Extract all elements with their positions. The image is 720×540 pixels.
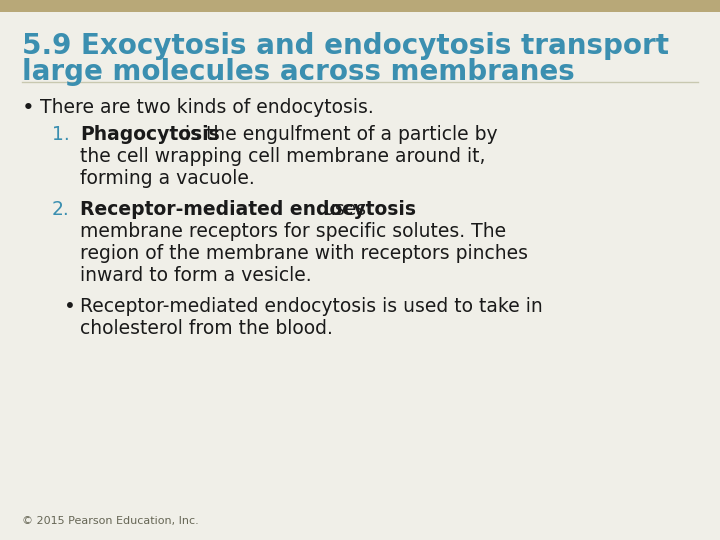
Text: large molecules across membranes: large molecules across membranes	[22, 58, 575, 86]
Text: uses: uses	[323, 200, 366, 219]
Text: Phagocytosis: Phagocytosis	[80, 125, 220, 144]
Text: © 2015 Pearson Education, Inc.: © 2015 Pearson Education, Inc.	[22, 516, 199, 526]
Text: region of the membrane with receptors pinches: region of the membrane with receptors pi…	[80, 244, 528, 263]
Text: Receptor-mediated endocytosis: Receptor-mediated endocytosis	[80, 200, 416, 219]
Text: 1.: 1.	[52, 125, 70, 144]
Text: Receptor-mediated endocytosis is used to take in: Receptor-mediated endocytosis is used to…	[80, 296, 543, 315]
Text: 2.: 2.	[52, 200, 70, 219]
Text: •: •	[22, 98, 35, 118]
Text: the cell wrapping cell membrane around it,: the cell wrapping cell membrane around i…	[80, 147, 485, 166]
Text: 5.9 Exocytosis and endocytosis transport: 5.9 Exocytosis and endocytosis transport	[22, 32, 669, 60]
Bar	[0, 0, 720, 12]
Text: cholesterol from the blood.: cholesterol from the blood.	[80, 319, 333, 338]
Text: There are two kinds of endocytosis.: There are two kinds of endocytosis.	[40, 98, 374, 117]
Text: membrane receptors for specific solutes. The: membrane receptors for specific solutes.…	[80, 222, 506, 241]
Text: forming a vacuole.: forming a vacuole.	[80, 169, 255, 188]
Text: inward to form a vesicle.: inward to form a vesicle.	[80, 266, 312, 285]
Text: is the engulfment of a particle by: is the engulfment of a particle by	[185, 125, 498, 144]
Text: •: •	[64, 296, 76, 315]
